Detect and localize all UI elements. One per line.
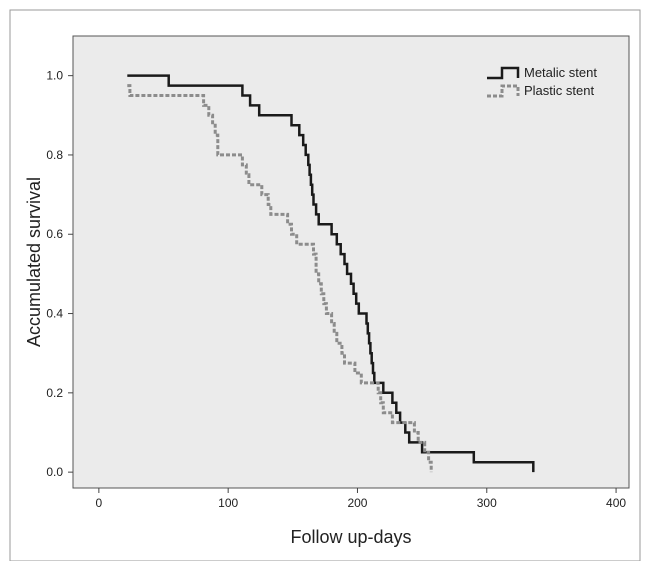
legend-swatch	[487, 84, 520, 98]
x-tick-label: 300	[477, 496, 497, 510]
y-axis-label: Accumulated survival	[24, 177, 44, 347]
y-tick-label: 0.4	[46, 307, 63, 321]
x-tick-label: 0	[96, 496, 103, 510]
legend-label: Metalic stent	[524, 65, 597, 80]
y-tick-label: 1.0	[46, 69, 63, 83]
plot-area	[72, 35, 630, 489]
x-tick-label: 400	[606, 496, 626, 510]
legend: Metalic stent Plastic stent	[487, 65, 597, 98]
series-lines	[127, 74, 535, 473]
y-tick-label: 0.6	[46, 227, 63, 241]
legend-label: Plastic stent	[524, 83, 594, 98]
x-axis-label: Follow up-days	[290, 527, 411, 547]
x-tick-label: 100	[218, 496, 238, 510]
series-line-plastic-stent	[127, 84, 433, 473]
x-tick-label: 200	[347, 496, 367, 510]
axes: 0 100 200 300 400 0.0 0.2 0.4 0.6 0.8 1.0	[46, 69, 626, 510]
y-tick-label: 0.8	[46, 148, 63, 162]
legend-swatch	[487, 66, 520, 80]
y-tick-label: 0.2	[46, 386, 63, 400]
y-tick-label: 0.0	[46, 465, 63, 479]
series-line-metalic-stent	[127, 74, 535, 473]
